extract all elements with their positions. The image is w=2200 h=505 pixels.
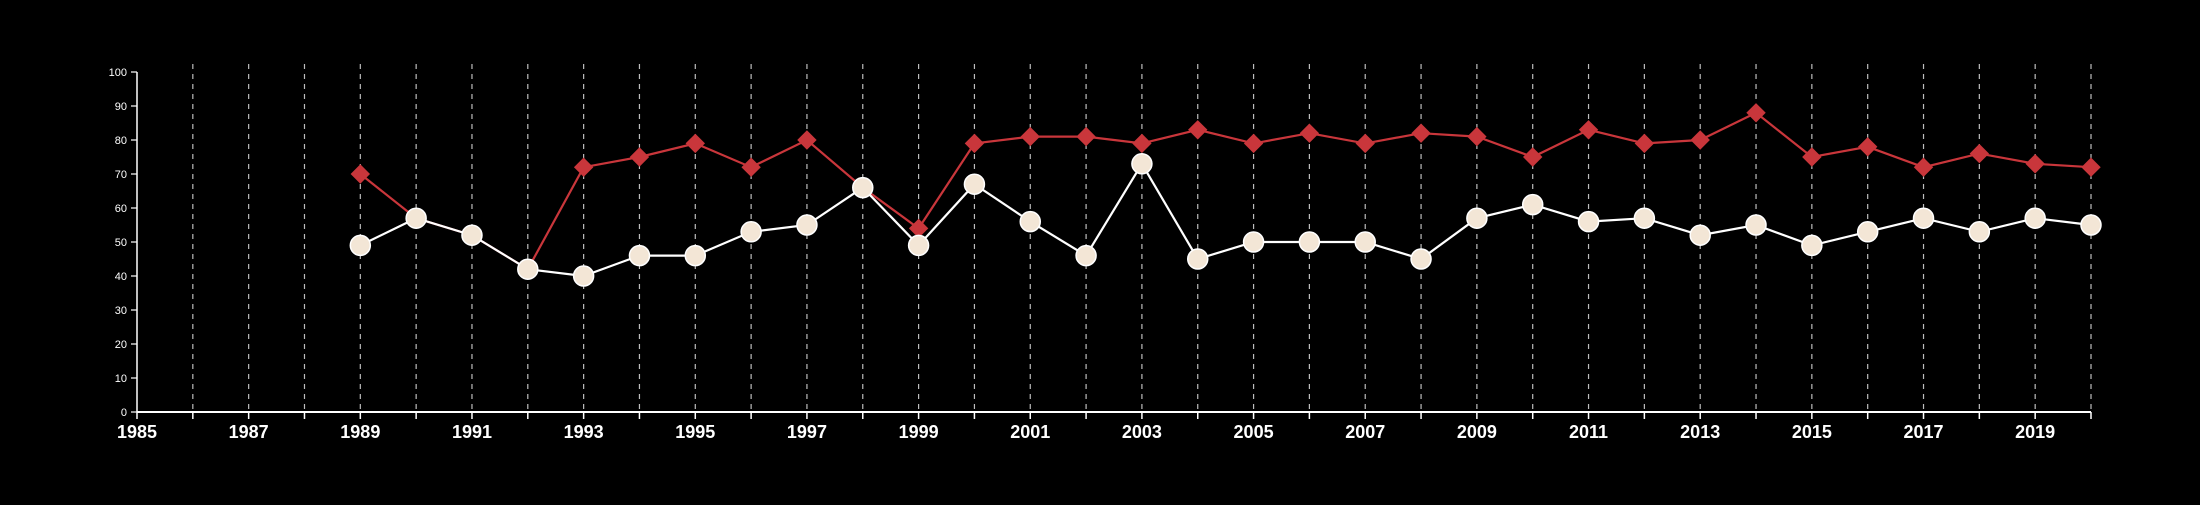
series-1-point-2009 (1466, 207, 1488, 229)
y-tick-label-70: 70 (115, 169, 127, 181)
x-tick-label-2017: 2017 (1903, 422, 1943, 442)
series-1-point-1996 (740, 221, 762, 243)
series-1-point-2014 (1745, 214, 1767, 236)
y-tick-label-100: 100 (109, 67, 127, 79)
series-0 (350, 103, 2101, 279)
series-0-point-1993 (573, 157, 594, 177)
series-1-point-2016 (1856, 221, 1879, 243)
series-1-point-2007 (1354, 231, 1376, 253)
x-tick-label-1989: 1989 (340, 422, 380, 442)
series-1-point-1995 (684, 244, 707, 267)
series-0-point-2008 (1411, 123, 1431, 143)
series-0-point-2003 (1132, 133, 1152, 154)
series-0-point-2015 (1802, 147, 1822, 167)
series-0-point-2004 (1188, 120, 1208, 140)
series-1-point-2017 (1912, 207, 1935, 229)
series-0-point-2007 (1355, 133, 1375, 154)
x-tick-label-2001: 2001 (1010, 422, 1050, 442)
series-0-point-1994 (629, 147, 650, 167)
y-tick-label-10: 10 (115, 373, 127, 385)
series-0-point-2011 (1578, 120, 1599, 140)
series-0-point-2006 (1299, 123, 1320, 143)
y-tick-label-50: 50 (115, 237, 127, 249)
series-0-point-2010 (1523, 147, 1543, 167)
series-0-point-2017 (1913, 157, 1934, 177)
series-1-point-2000 (963, 173, 986, 195)
series-0-point-2016 (1857, 137, 1878, 157)
series-0-point-1989 (350, 164, 371, 184)
y-tick-label-0: 0 (121, 407, 127, 419)
series-0-point-2020 (2081, 157, 2101, 177)
x-tick-label-2007: 2007 (1345, 422, 1385, 442)
x-tick-label-1995: 1995 (675, 422, 715, 442)
series-0-point-1995 (685, 133, 705, 154)
x-tick-label-2005: 2005 (1234, 422, 1274, 442)
series-0-point-2001 (1020, 126, 1040, 147)
series-0-point-2005 (1243, 133, 1264, 154)
series-0-point-2012 (1634, 133, 1655, 154)
series-1-point-2013 (1689, 224, 1711, 246)
y-tick-label-40: 40 (115, 271, 127, 283)
series-0-point-2018 (1969, 143, 1990, 164)
x-tick-label-2019: 2019 (2015, 422, 2055, 442)
y-tick-label-60: 60 (115, 203, 127, 215)
series-1-point-2010 (1521, 193, 1544, 216)
series-1-point-2012 (1633, 207, 1656, 229)
x-tick-label-2003: 2003 (1122, 422, 1162, 442)
series-1 (349, 153, 2102, 287)
series-1-point-1990 (405, 207, 427, 229)
series-0-point-2014 (1746, 103, 1766, 123)
series-1-point-1994 (628, 244, 651, 267)
series-1-point-2004 (1186, 248, 1209, 270)
series-1-point-2003 (1131, 153, 1153, 175)
series-1-point-2011 (1577, 210, 1600, 233)
series-0-point-2013 (1690, 130, 1710, 150)
series-0-point-2000 (964, 133, 985, 154)
x-tick-label-2013: 2013 (1680, 422, 1720, 442)
x-tick-label-1999: 1999 (899, 422, 939, 442)
series-0-point-2009 (1467, 126, 1487, 147)
series-1-line (359, 161, 2092, 278)
series-1-point-2018 (1968, 221, 1991, 243)
x-tick-label-2009: 2009 (1457, 422, 1497, 442)
series-1-point-1991 (461, 224, 483, 246)
series-0-point-1997 (797, 130, 817, 150)
series-1-point-2002 (1075, 244, 1097, 267)
y-tick-label-30: 30 (115, 305, 127, 317)
y-tick-label-20: 20 (115, 339, 127, 351)
series-1-point-1997 (796, 214, 818, 236)
x-tick-label-1993: 1993 (564, 422, 604, 442)
series-0-point-1996 (741, 157, 761, 177)
series-1-point-2008 (1410, 248, 1432, 270)
x-tick-label-1987: 1987 (229, 422, 269, 442)
series-1-point-1993 (572, 265, 595, 287)
series-1-point-2015 (1801, 234, 1823, 257)
y-tick-label-80: 80 (115, 135, 127, 147)
x-tick-label-1997: 1997 (787, 422, 827, 442)
series-1-point-1992 (517, 258, 539, 280)
series-0-point-2019 (2025, 154, 2045, 174)
axes: 0 10 20 30 40 50 60 70 80 90 100 1985 1987 1989 1991 19… (109, 67, 2092, 442)
series-0-point-2002 (1076, 126, 1096, 147)
x-tick-label-1985: 1985 (117, 422, 157, 442)
series-1-point-1998 (852, 176, 874, 199)
series-1-point-2020 (2080, 214, 2102, 236)
x-tick-label-2011: 2011 (1569, 422, 1608, 442)
series-1-point-1999 (907, 234, 930, 257)
series-1-point-1989 (349, 234, 372, 257)
series-1-point-2019 (2024, 207, 2046, 229)
series-0-line (359, 111, 2092, 271)
series-group (349, 103, 2102, 287)
x-tick-label-2015: 2015 (1792, 422, 1832, 442)
series-1-point-2006 (1298, 231, 1321, 253)
series-1-point-2001 (1019, 210, 1042, 233)
y-tick-label-90: 90 (115, 101, 127, 113)
x-tick-label-1991: 1991 (452, 422, 492, 442)
series-1-point-2005 (1242, 231, 1265, 253)
